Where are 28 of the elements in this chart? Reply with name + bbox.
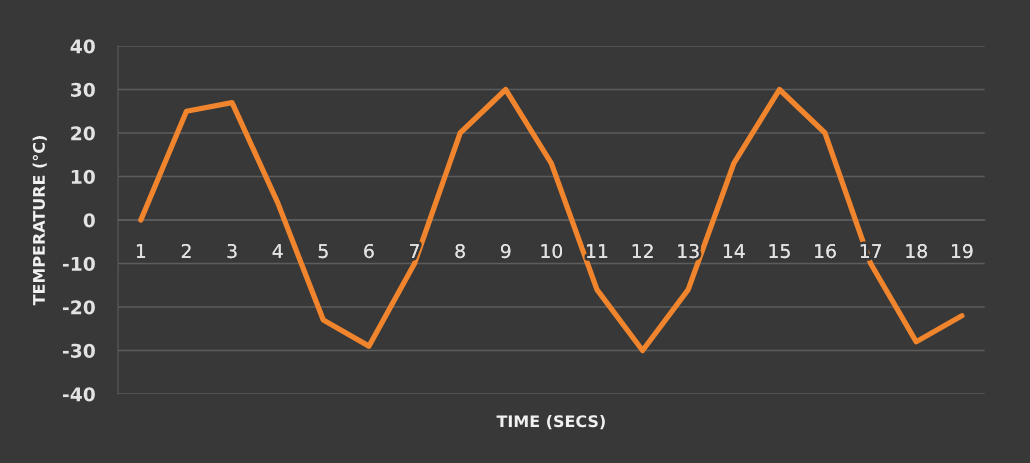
- x-tick-label: 14: [723, 244, 745, 258]
- x-tick-label: 10: [541, 243, 563, 259]
- x-tick-label: 15: [769, 244, 790, 259]
- x-tick-label: 18: [906, 243, 927, 259]
- y-tick-label: -30: [62, 343, 95, 358]
- y-tick-label: -40: [62, 387, 95, 402]
- x-tick-label: 5: [318, 244, 328, 259]
- y-tick-label: 10: [71, 169, 95, 184]
- y-tick-label: 0: [83, 213, 95, 228]
- x-tick-label: 1: [136, 244, 146, 258]
- x-tick-label: 13: [678, 243, 699, 259]
- x-tick-label: 2: [181, 243, 191, 258]
- y-axis-title: TEMPERATURE (°C): [32, 136, 47, 306]
- y-tick-label: -20: [62, 300, 95, 315]
- y-tick-label: 20: [71, 126, 95, 141]
- x-tick-label: 9: [500, 243, 511, 259]
- y-tick-label: 30: [70, 82, 95, 97]
- x-tick-label: 8: [455, 243, 465, 259]
- x-tick-label: 6: [364, 243, 374, 259]
- x-tick-label: 16: [815, 243, 836, 259]
- x-tick-label: 11: [587, 244, 608, 258]
- x-tick-label: 4: [272, 244, 283, 258]
- x-tick-label: 3: [227, 243, 237, 259]
- y-tick-label: -10: [62, 256, 95, 271]
- x-axis-title: TIME (SECS): [496, 414, 605, 430]
- x-tick-label: 12: [632, 243, 653, 258]
- x-tick-label: 19: [952, 243, 973, 259]
- y-tick-label: 40: [70, 39, 95, 54]
